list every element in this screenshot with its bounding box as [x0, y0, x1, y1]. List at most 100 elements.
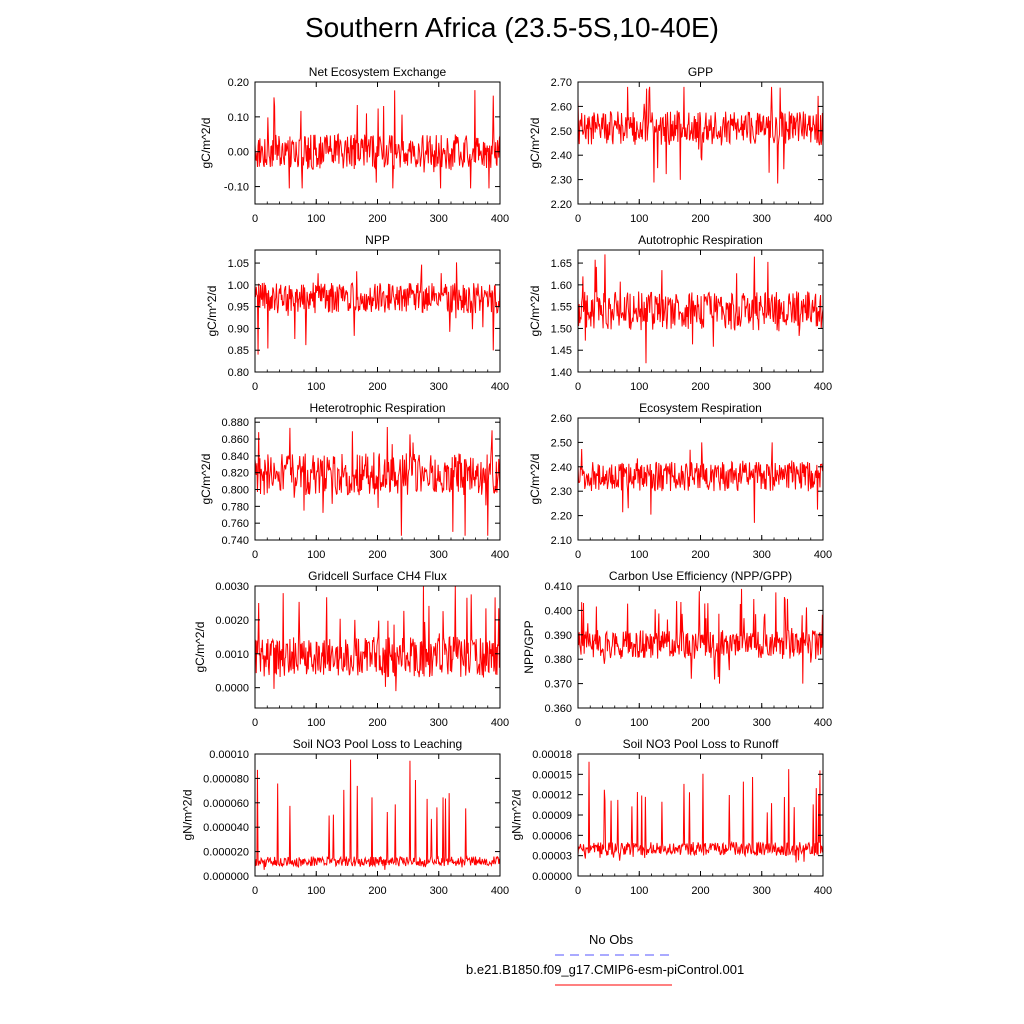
chart-panel-8: 0 100 200 300 400 0.00010 0.000080 0.000060 0.00…: [180, 737, 509, 897]
x-tick-label-6-1: 100: [307, 717, 325, 729]
y-tick-label-3-0: 1.65: [551, 258, 572, 270]
series-line-1: [577, 86, 824, 184]
y-tick-label-1-3: 2.40: [551, 150, 572, 162]
y-tick-label-8-2: 0.000060: [203, 798, 249, 810]
x-tick-label-9-2: 200: [691, 885, 709, 897]
y-axis-label-9: gN/m^2/d: [510, 790, 524, 841]
plot-frame-6: [254, 585, 501, 709]
x-tick-label-4-3: 300: [430, 549, 448, 561]
legend-label-model: b.e21.B1850.f09_g17.CMIP6-esm-piControl.…: [466, 962, 745, 977]
x-tick-label-3-3: 300: [753, 381, 771, 393]
y-tick-label-1-4: 2.30: [551, 175, 572, 187]
y-tick-label-7-1: 0.400: [544, 605, 572, 617]
y-tick-label-5-5: 2.10: [551, 535, 572, 547]
y-tick-label-6-0: 0.0030: [215, 581, 249, 593]
y-tick-label-7-4: 0.370: [544, 679, 572, 691]
y-tick-label-8-5: 0.000000: [203, 871, 249, 883]
y-tick-label-9-5: 0.00003: [532, 851, 572, 863]
y-tick-label-0-3: -0.10: [224, 182, 249, 194]
x-tick-label-2-4: 400: [491, 381, 509, 393]
y-axis-label-2: gC/m^2/d: [205, 286, 219, 337]
x-tick-label-1-4: 400: [814, 213, 832, 225]
series-line-8: [254, 759, 501, 870]
x-tick-label-3-4: 400: [814, 381, 832, 393]
y-tick-label-6-3: 0.0000: [215, 683, 249, 695]
x-tick-label-7-1: 100: [630, 717, 648, 729]
y-tick-label-2-0: 1.05: [228, 258, 249, 270]
x-tick-label-7-0: 0: [575, 717, 581, 729]
y-tick-label-5-1: 2.50: [551, 437, 572, 449]
x-tick-label-9-0: 0: [575, 885, 581, 897]
chart-title-0: Net Ecosystem Exchange: [309, 65, 447, 79]
y-tick-label-5-0: 2.60: [551, 413, 572, 425]
x-tick-label-3-1: 100: [630, 381, 648, 393]
plot-frame-9: [577, 753, 824, 877]
y-tick-label-3-3: 1.50: [551, 323, 572, 335]
y-tick-label-1-5: 2.20: [551, 199, 572, 211]
y-tick-label-9-2: 0.00012: [532, 790, 572, 802]
chart-title-6: Gridcell Surface CH4 Flux: [308, 569, 447, 583]
y-axis-label-3: gC/m^2/d: [528, 286, 542, 337]
y-tick-label-5-2: 2.40: [551, 462, 572, 474]
y-tick-label-7-0: 0.410: [544, 581, 572, 593]
series-line-3: [577, 254, 824, 364]
chart-panel-9: 0 100 200 300 400 0.00018 0.00015 0.00012 0.0000…: [510, 737, 833, 897]
x-tick-label-5-1: 100: [630, 549, 648, 561]
y-tick-label-7-5: 0.360: [544, 703, 572, 715]
y-tick-label-0-1: 0.10: [228, 112, 249, 124]
y-tick-label-6-2: 0.0010: [215, 649, 249, 661]
x-tick-label-4-2: 200: [368, 549, 386, 561]
chart-panel-3: 0 100 200 300 400 1.65 1.60 1.55 1.50 1.45 1.40 Aut…: [528, 233, 832, 393]
y-tick-label-2-3: 0.90: [228, 323, 249, 335]
x-tick-label-4-1: 100: [307, 549, 325, 561]
y-tick-label-1-0: 2.70: [551, 77, 572, 89]
x-tick-label-4-0: 0: [252, 549, 258, 561]
y-tick-label-6-1: 0.0020: [215, 615, 249, 627]
y-tick-label-2-2: 0.95: [228, 302, 249, 314]
x-tick-label-7-3: 300: [753, 717, 771, 729]
y-tick-label-4-0: 0.880: [221, 417, 249, 429]
x-tick-label-0-0: 0: [252, 213, 258, 225]
x-tick-label-8-1: 100: [307, 885, 325, 897]
y-axis-label-0: gC/m^2/d: [199, 118, 213, 169]
x-tick-label-5-4: 400: [814, 549, 832, 561]
y-tick-label-2-5: 0.80: [228, 367, 249, 379]
series-line-4: [254, 427, 501, 536]
x-tick-label-9-1: 100: [630, 885, 648, 897]
y-tick-label-2-4: 0.85: [228, 345, 249, 357]
series-line-9: [577, 761, 824, 863]
series-line-7: [577, 588, 824, 684]
chart-panel-0: 0 100 200 300 400 0.20 0.10 0.00 -0.10 Net Ecosys…: [199, 65, 509, 225]
x-tick-label-3-0: 0: [575, 381, 581, 393]
x-tick-label-0-4: 400: [491, 213, 509, 225]
series-line-0: [254, 90, 501, 189]
x-tick-label-0-1: 100: [307, 213, 325, 225]
x-tick-label-5-2: 200: [691, 549, 709, 561]
y-tick-label-5-3: 2.30: [551, 486, 572, 498]
x-tick-label-8-4: 400: [491, 885, 509, 897]
y-tick-label-4-4: 0.800: [221, 485, 249, 497]
y-tick-label-9-1: 0.00015: [532, 769, 572, 781]
chart-panel-1: 0 100 200 300 400 2.70 2.60 2.50 2.40 2.30 2.20 GPP…: [528, 65, 832, 225]
y-tick-label-8-1: 0.000080: [203, 773, 249, 785]
chart-title-9: Soil NO3 Pool Loss to Runoff: [623, 737, 780, 751]
series-line-5: [577, 442, 824, 523]
y-tick-label-4-1: 0.860: [221, 434, 249, 446]
x-tick-label-2-1: 100: [307, 381, 325, 393]
chart-panel-5: 0 100 200 300 400 2.60 2.50 2.40 2.30 2.20 2.10 Eco…: [528, 401, 832, 561]
y-axis-label-8: gN/m^2/d: [180, 790, 194, 841]
y-axis-label-6: gC/m^2/d: [193, 622, 207, 673]
y-axis-label-5: gC/m^2/d: [528, 454, 542, 505]
x-tick-label-9-4: 400: [814, 885, 832, 897]
y-tick-label-3-4: 1.45: [551, 345, 572, 357]
y-tick-label-1-2: 2.50: [551, 126, 572, 138]
x-tick-label-7-2: 200: [691, 717, 709, 729]
figure-title: Southern Africa (23.5-5S,10-40E): [304, 12, 719, 43]
x-tick-label-2-2: 200: [368, 381, 386, 393]
x-tick-label-0-3: 300: [430, 213, 448, 225]
x-tick-label-1-2: 200: [691, 213, 709, 225]
x-tick-label-2-0: 0: [252, 381, 258, 393]
x-tick-label-3-2: 200: [691, 381, 709, 393]
y-tick-label-9-3: 0.00009: [532, 810, 572, 822]
